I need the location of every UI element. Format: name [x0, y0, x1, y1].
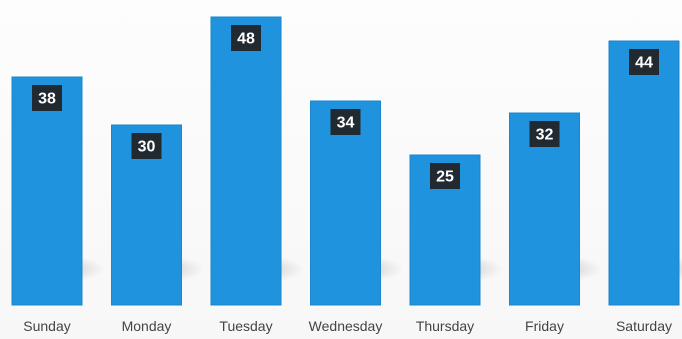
x-tick-label: Monday: [122, 318, 172, 334]
x-tick-label: Friday: [525, 318, 564, 334]
value-label-background: [529, 121, 560, 147]
x-tick-label: Thursday: [416, 318, 474, 334]
value-label: 44: [635, 55, 653, 72]
value-label-background: [330, 109, 361, 135]
bar-tuesday: [210, 16, 282, 306]
value-labels-layer: 38 30 48 34 25 32 44: [32, 25, 659, 189]
value-label-background: [629, 49, 659, 75]
bars-layer: [11, 16, 680, 306]
value-label: 25: [436, 169, 454, 186]
value-label: 30: [138, 139, 156, 156]
value-label-background: [430, 163, 460, 189]
value-label-background: [231, 25, 261, 51]
value-label: 48: [237, 31, 255, 48]
bar-sunday: [11, 76, 83, 306]
x-tick-label: Tuesday: [219, 318, 272, 334]
value-label-background: [32, 85, 62, 111]
x-tick-label: Saturday: [616, 318, 672, 334]
bar-saturday: [608, 40, 680, 306]
x-axis-tick-labels: Sunday Monday Tuesday Wednesday Thursday Frid…: [23, 318, 672, 334]
x-tick-label: Sunday: [23, 318, 70, 334]
value-label: 32: [536, 127, 554, 144]
value-label: 34: [337, 115, 355, 132]
x-tick-label: Wednesday: [309, 318, 383, 334]
bar-friday: [509, 112, 580, 306]
value-label: 38: [38, 91, 56, 108]
value-label-background: [131, 133, 162, 159]
